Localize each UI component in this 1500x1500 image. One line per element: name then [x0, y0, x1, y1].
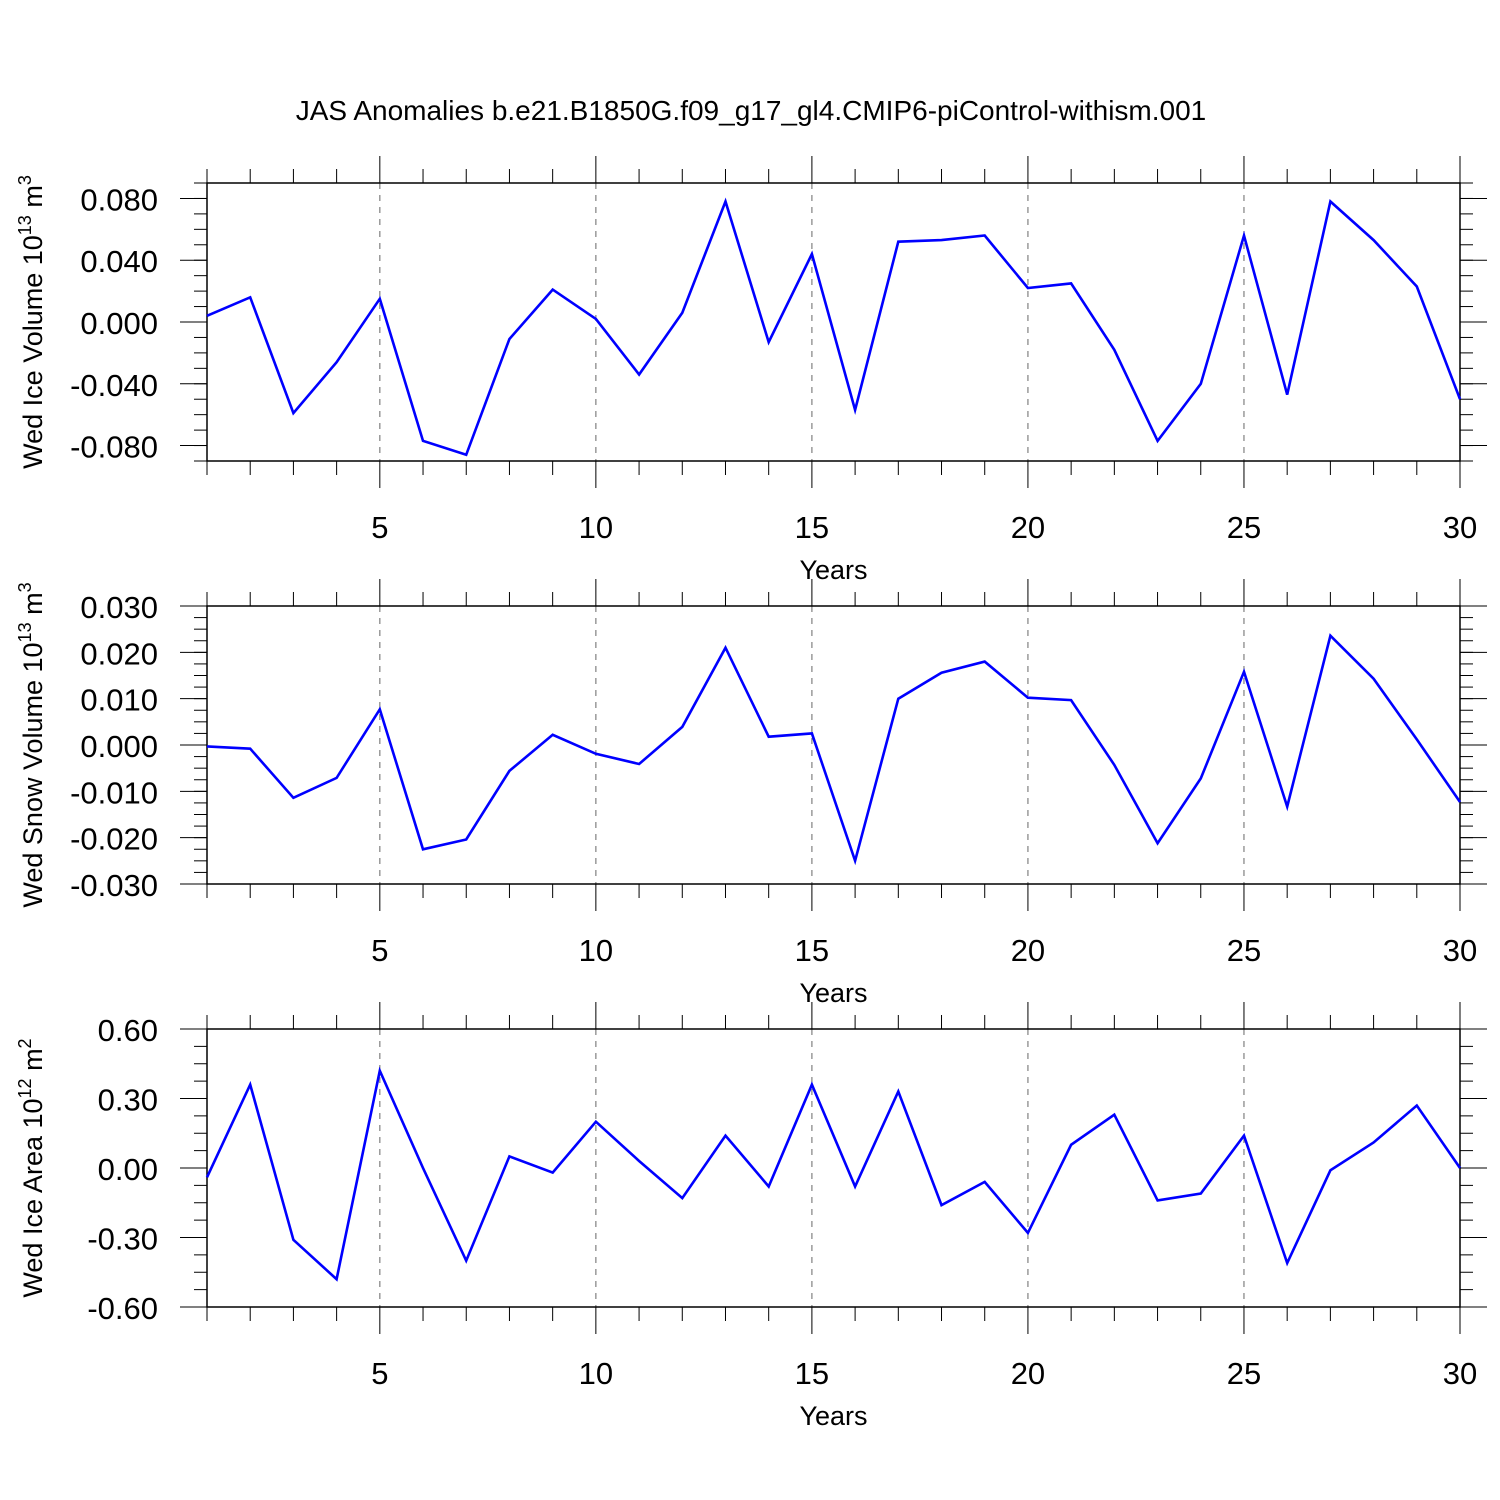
figure-title: JAS Anomalies b.e21.B1850G.f09_g17_gl4.C… [296, 95, 1207, 126]
x-tick-label: 20 [1011, 1356, 1045, 1391]
x-tick-label: 30 [1443, 510, 1477, 545]
x-tick-label: 25 [1227, 933, 1261, 968]
x-tick-label: 5 [371, 1356, 388, 1391]
y-tick-label: 0.040 [80, 244, 158, 279]
x-tick-label: 25 [1227, 1356, 1261, 1391]
y-tick-label: 0.000 [80, 306, 158, 341]
plot-frame [206, 1028, 1461, 1308]
x-tick-label: 10 [579, 1356, 613, 1391]
y-axis-label: Wed Snow Volume 1013 m3 [15, 582, 48, 907]
y-tick-label: -0.30 [87, 1222, 158, 1257]
y-tick-label: 0.00 [98, 1152, 158, 1187]
x-tick-label: 15 [795, 1356, 829, 1391]
x-tick-label: 20 [1011, 933, 1045, 968]
y-axis-label: Wed Ice Volume 1013 m3 [15, 175, 48, 469]
y-tick-label: -0.020 [70, 822, 158, 857]
series-line [206, 633, 1462, 866]
y-axis-label: Wed Ice Area 1012 m2 [15, 1038, 48, 1297]
x-tick-label: 15 [795, 933, 829, 968]
panel-ice-area: 5 10 15 20 25 30 Years -0.60 -0.30 0.00 0.30 0.60 We… [15, 1002, 1487, 1431]
y-tick-label: -0.040 [70, 368, 158, 403]
y-tick-label: 0.60 [98, 1013, 158, 1048]
y-tick-label: -0.030 [70, 868, 158, 903]
y-tick-label: 0.020 [80, 636, 158, 671]
x-tick-label: 5 [371, 933, 388, 968]
y-tick-label: 0.080 [80, 182, 158, 217]
x-tick-label: 10 [579, 933, 613, 968]
y-tick-label: -0.080 [70, 430, 158, 465]
x-tick-label: 15 [795, 510, 829, 545]
x-axis-label: Years [799, 555, 867, 585]
plot-frame [206, 605, 1461, 885]
series-line [205, 1066, 1462, 1282]
plot-frame [206, 182, 1461, 462]
x-tick-label: 25 [1227, 510, 1261, 545]
x-tick-label: 30 [1443, 933, 1477, 968]
x-tick-label: 30 [1443, 1356, 1477, 1391]
y-tick-label: 0.030 [80, 590, 158, 625]
series-line [206, 197, 1462, 457]
x-tick-label: 5 [371, 510, 388, 545]
x-tick-label: 10 [579, 510, 613, 545]
y-tick-label: -0.60 [87, 1291, 158, 1326]
x-axis-label: Years [799, 1401, 867, 1431]
y-tick-label: 0.30 [98, 1083, 158, 1118]
panel-snow-volume: 5 10 15 20 25 30 Years -0.030 -0.020 -0.010 0.000 0… [15, 579, 1487, 1008]
panel-ice-volume: 5 10 15 20 25 30 Years -0.080 -0.040 0.000 0.040 0.… [15, 156, 1487, 585]
x-tick-label: 20 [1011, 510, 1045, 545]
y-tick-label: -0.010 [70, 775, 158, 810]
x-axis-label: Years [799, 978, 867, 1008]
y-tick-label: 0.010 [80, 683, 158, 718]
y-tick-label: 0.000 [80, 729, 158, 764]
